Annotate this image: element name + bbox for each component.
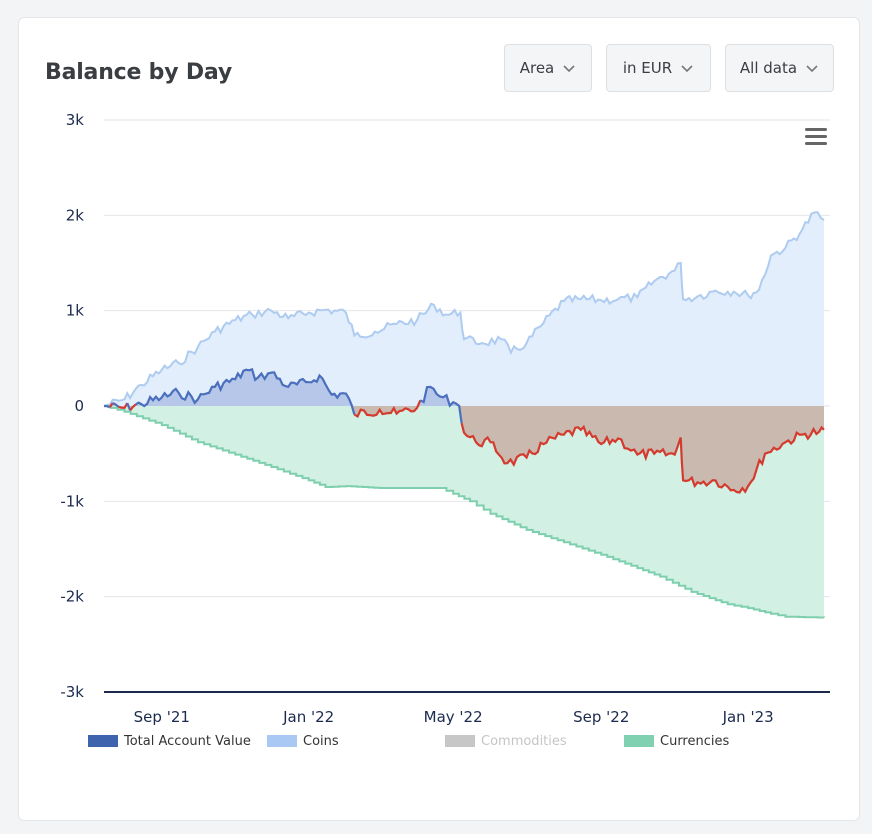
y-tick-label: -1k: [60, 492, 84, 510]
currency-dropdown[interactable]: in EUR: [606, 44, 711, 92]
y-tick-label: 1k: [66, 302, 85, 320]
legend-swatch: [445, 735, 475, 747]
y-tick-label: -2k: [60, 588, 84, 606]
x-tick-label: Sep '21: [134, 708, 190, 726]
total-positive-area: [104, 369, 824, 406]
total-line-positive: [112, 402, 120, 408]
x-tick-label: Sep '22: [573, 708, 629, 726]
y-tick-label: 2k: [66, 206, 85, 224]
x-tick-label: Jan '22: [282, 708, 334, 726]
coins-area: [104, 212, 824, 406]
chevron-down-icon: [806, 65, 818, 73]
range-dropdown[interactable]: All data: [725, 44, 834, 92]
legend-label: Coins: [303, 733, 339, 749]
legend-item-coins[interactable]: Coins: [267, 733, 339, 749]
total-line-positive: [135, 368, 356, 415]
legend-swatch: [624, 735, 654, 747]
legend-label: Currencies: [660, 733, 730, 749]
legend-label: Total Account Value: [124, 733, 251, 749]
y-tick-label: 3k: [66, 111, 85, 129]
legend-item-total[interactable]: Total Account Value: [88, 733, 251, 749]
total-line-positive: [419, 385, 463, 424]
total-line-negative: [108, 402, 114, 408]
chevron-down-icon: [563, 65, 575, 73]
total-line-negative: [118, 402, 129, 410]
x-tick-label: Jan '23: [722, 708, 774, 726]
legend-swatch: [88, 735, 118, 747]
total-line-negative: [460, 422, 825, 494]
total-line-negative: [129, 403, 137, 412]
total-line-positive: [126, 402, 132, 411]
total-negative-area: [104, 406, 824, 493]
legend-label: Commodities: [481, 733, 567, 749]
currencies-line: [104, 405, 825, 619]
legend-swatch: [267, 735, 297, 747]
x-tick-label: May '22: [424, 708, 483, 726]
chevron-down-icon: [681, 65, 693, 73]
chart-type-label: Area: [519, 59, 555, 77]
y-tick-label: -3k: [60, 683, 84, 701]
currencies-area: [104, 406, 824, 618]
currency-label: in EUR: [622, 59, 673, 77]
coins-line: [103, 211, 825, 407]
total-line-positive: [103, 404, 111, 409]
legend-item-currencies[interactable]: Currencies: [624, 733, 729, 749]
total-line-negative: [353, 399, 422, 418]
chart-title: Balance by Day: [45, 60, 233, 85]
y-tick-label: 0: [74, 397, 84, 415]
hamburger-icon[interactable]: [805, 128, 827, 146]
range-label: All data: [739, 59, 798, 77]
chart-type-dropdown[interactable]: Area: [504, 44, 592, 92]
legend-item-commodities[interactable]: Commodities: [445, 733, 567, 749]
